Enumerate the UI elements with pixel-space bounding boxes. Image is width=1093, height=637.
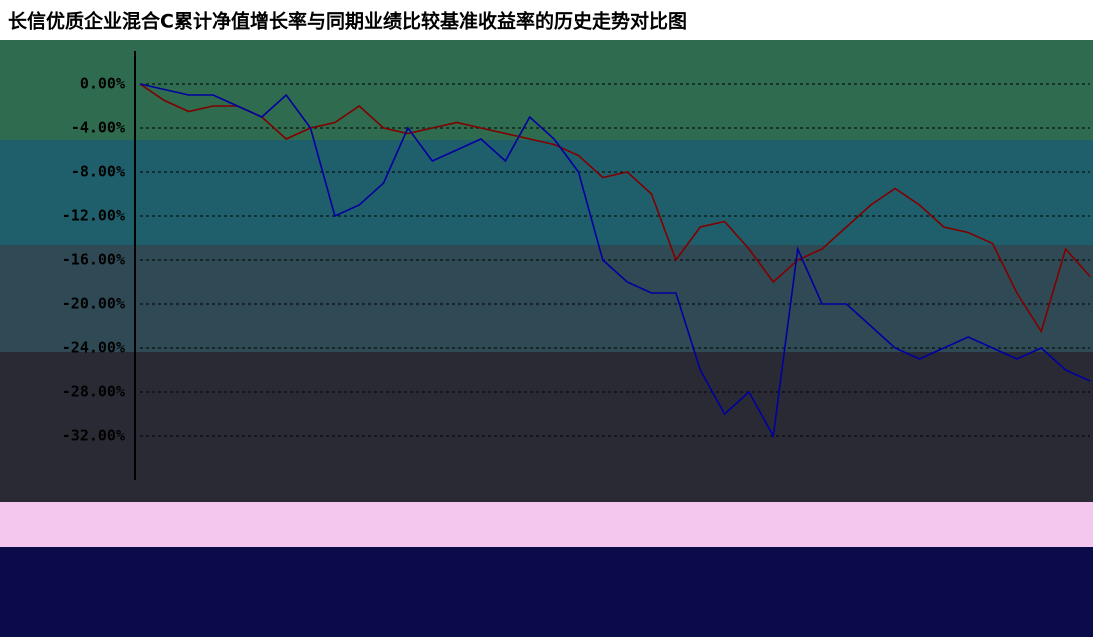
band [0,40,1093,140]
y-tick-label: -4.00% [71,119,125,137]
chart-title: 长信优质企业混合C累计净值增长率与同期业绩比较基准收益率的历史走势对比图 [8,10,687,33]
band [0,245,1093,352]
y-tick-label: -8.00% [71,163,125,181]
y-tick-label: 0.00% [80,75,125,93]
y-tick-label: -32.00% [62,427,125,445]
series-line [139,83,1091,439]
band [0,352,1093,502]
title-band [0,0,1093,40]
series-line [139,83,1091,334]
band [0,140,1093,245]
y-tick-label: -20.00% [62,295,125,313]
plot: 0.00% -4.00% -8.00% -12.00% -16.00% -20.00% -2… [62,75,1091,445]
y-tick-label: -24.00% [62,339,125,357]
band [0,502,1093,547]
y-tick-label: -16.00% [62,251,125,269]
y-tick-label: -28.00% [62,383,125,401]
y-tick-label: -12.00% [62,207,125,225]
